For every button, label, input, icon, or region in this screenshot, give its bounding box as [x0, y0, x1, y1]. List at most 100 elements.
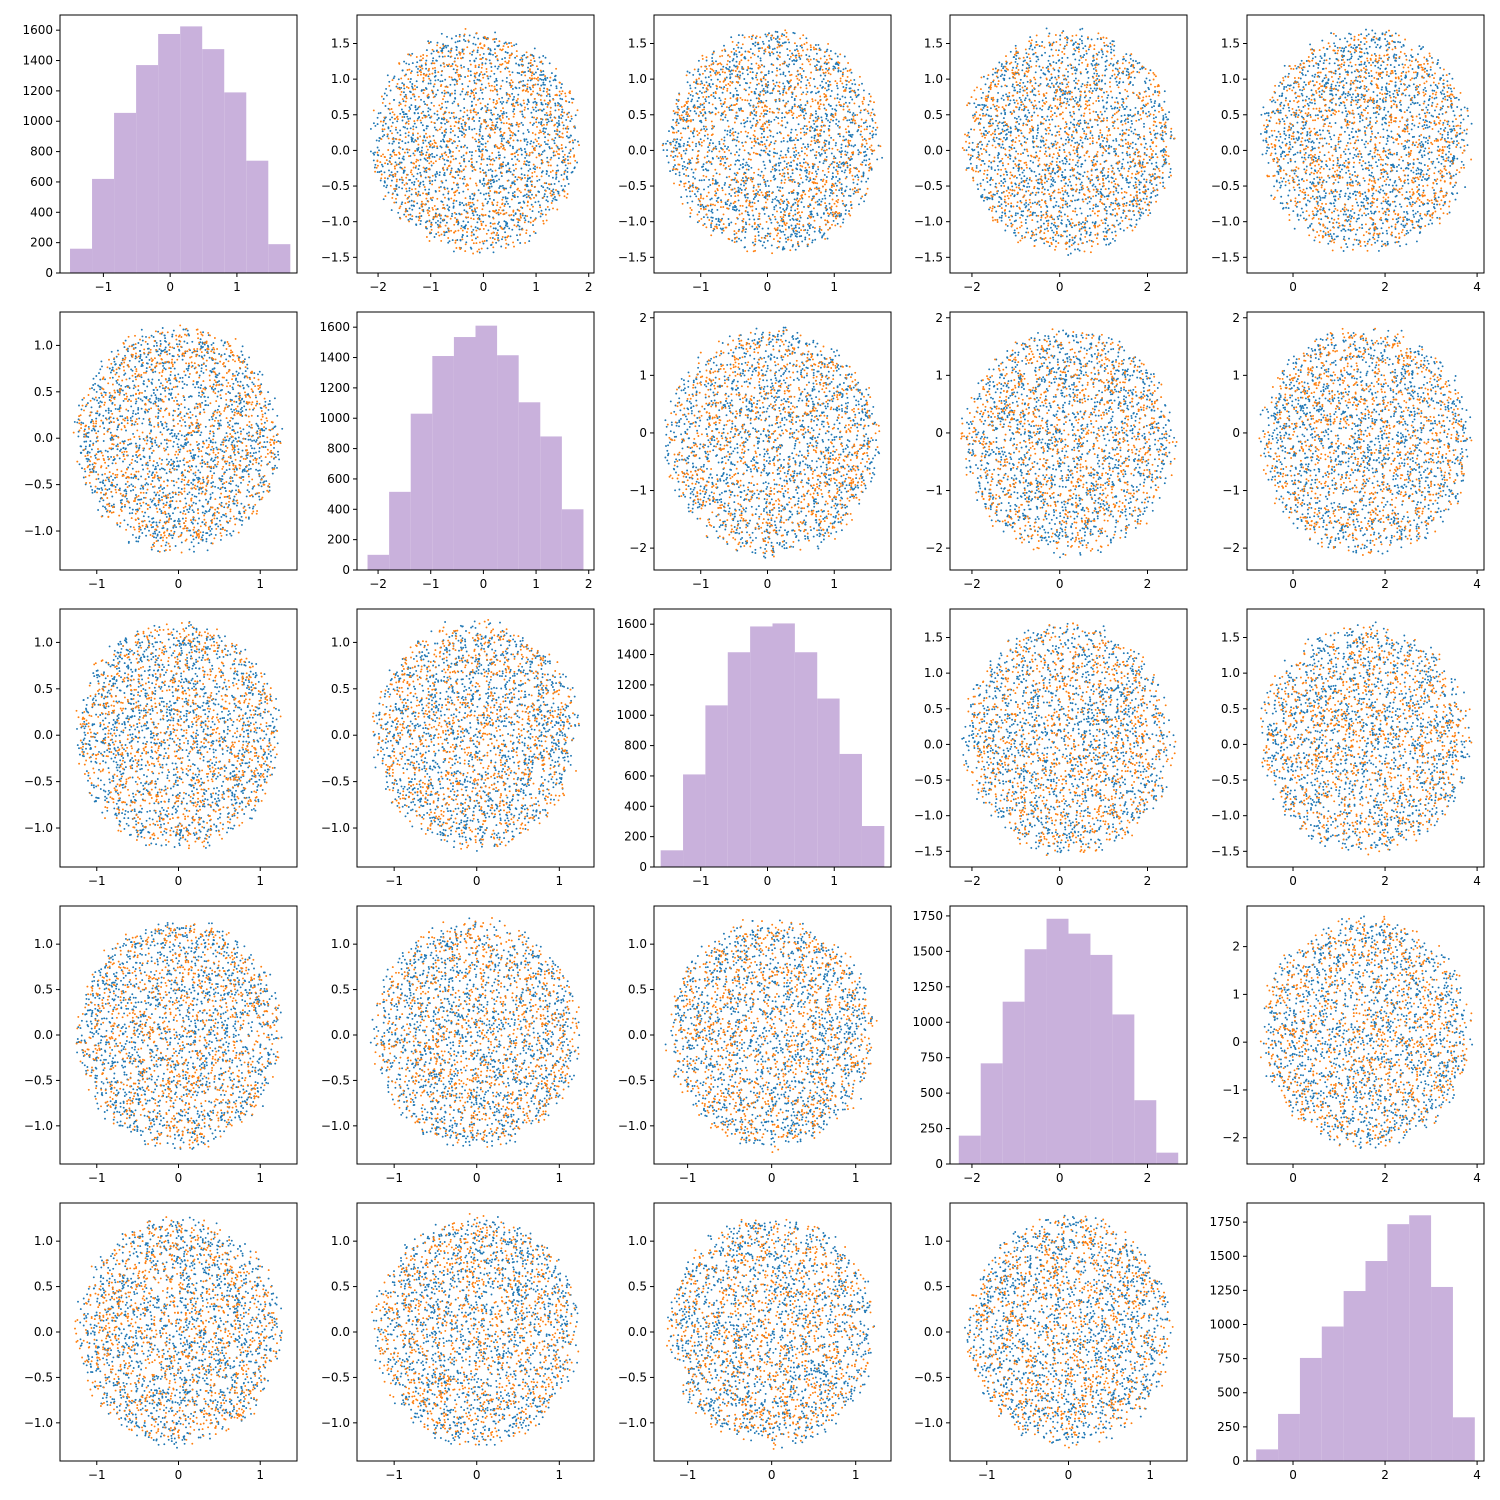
scatter-point — [393, 117, 396, 120]
scatter-point — [724, 182, 727, 184]
scatter-point — [398, 151, 400, 154]
scatter-point — [756, 83, 759, 86]
scatter-point — [760, 80, 763, 83]
scatter-point — [442, 44, 445, 47]
scatter-point — [384, 162, 387, 165]
scatter-point — [412, 132, 414, 135]
scatter-point — [369, 127, 372, 130]
scatter-point — [489, 182, 492, 185]
scatter-point — [710, 150, 713, 153]
scatter-point — [479, 42, 482, 45]
scatter-point — [416, 149, 419, 152]
scatter-point — [738, 109, 741, 112]
scatter-point — [517, 125, 520, 128]
scatter-point — [532, 230, 535, 233]
scatter-point — [778, 224, 781, 227]
scatter-point — [532, 57, 535, 60]
scatter-point — [817, 115, 820, 118]
scatter-point — [382, 120, 385, 123]
scatter-point — [388, 108, 391, 111]
scatter-point — [487, 187, 490, 189]
scatter-point — [404, 100, 407, 103]
scatter-point — [471, 169, 474, 172]
scatter-point — [855, 189, 858, 192]
scatter-point — [476, 236, 479, 239]
scatter-point — [802, 127, 805, 130]
scatter-point — [808, 129, 811, 132]
scatter-point — [571, 101, 574, 104]
scatter-point — [735, 93, 738, 96]
scatter-point — [795, 60, 798, 63]
scatter-point — [524, 156, 527, 159]
scatter-point — [798, 115, 800, 117]
scatter-point — [435, 215, 438, 218]
scatter-point — [548, 80, 551, 83]
scatter-point — [819, 95, 822, 98]
scatter-point — [692, 175, 695, 178]
scatter-point — [550, 202, 553, 204]
scatter-point — [569, 148, 572, 151]
scatter-point — [696, 190, 699, 193]
scatter-point — [396, 87, 399, 90]
scatter-point — [686, 111, 689, 114]
scatter-point — [864, 108, 867, 111]
scatter-point — [483, 120, 486, 123]
scatter-point — [470, 163, 473, 166]
scatter-point — [780, 132, 782, 135]
scatter-point — [491, 163, 494, 166]
scatter-point — [447, 192, 450, 195]
scatter-point — [867, 112, 870, 115]
scatter-point — [762, 115, 765, 118]
scatter-point — [517, 93, 520, 96]
scatter-point — [500, 140, 503, 143]
scatter-point — [450, 49, 453, 52]
scatter-point — [765, 147, 768, 150]
scatter-point — [438, 234, 441, 237]
scatter-point — [455, 199, 458, 202]
scatter-point — [827, 88, 830, 91]
scatter-point — [877, 144, 880, 147]
scatter-point — [424, 167, 427, 170]
scatter-point — [495, 179, 498, 182]
scatter-point — [757, 200, 760, 202]
scatter-point — [846, 166, 849, 169]
scatter-point — [546, 195, 549, 198]
scatter-point — [727, 54, 730, 57]
scatter-point — [451, 212, 454, 215]
scatter-point — [735, 236, 738, 239]
scatter-point — [486, 247, 489, 250]
scatter-point — [754, 92, 757, 95]
scatter-point — [712, 142, 714, 145]
scatter-point — [758, 225, 761, 228]
scatter-point — [455, 53, 458, 56]
scatter-point — [460, 125, 463, 128]
scatter-point — [542, 123, 545, 126]
scatter-point — [766, 91, 769, 94]
scatter-point — [845, 131, 848, 134]
scatter-point — [688, 137, 691, 140]
scatter-point — [433, 236, 436, 238]
scatter-point — [722, 65, 725, 68]
scatter-point — [425, 169, 427, 172]
scatter-point — [373, 153, 376, 156]
scatter-point — [710, 210, 713, 213]
scatter-point — [706, 88, 709, 91]
scatter-point — [554, 102, 557, 105]
scatter-point — [825, 109, 828, 111]
scatter-point — [452, 111, 455, 114]
scatter-point — [427, 141, 430, 144]
scatter-point — [768, 150, 771, 153]
scatter-point — [504, 246, 507, 249]
scatter-point — [445, 106, 448, 109]
scatter-point — [783, 222, 786, 225]
scatter-point — [402, 84, 405, 87]
scatter-point — [812, 226, 814, 229]
scatter-point — [467, 91, 469, 94]
scatter-point — [761, 141, 764, 143]
scatter-point — [529, 208, 531, 211]
scatter-point — [849, 214, 852, 217]
scatter-point — [427, 75, 430, 78]
scatter-point — [454, 64, 457, 67]
scatter-point — [547, 164, 550, 167]
scatter-point — [431, 174, 434, 177]
